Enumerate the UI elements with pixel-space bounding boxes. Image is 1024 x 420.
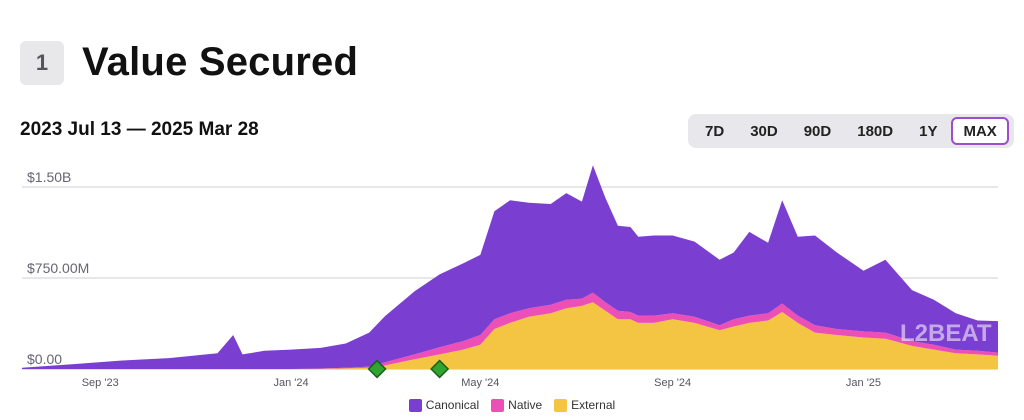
date-range-label: 2023 Jul 13 — 2025 Mar 28 (20, 119, 259, 140)
filter-max-button[interactable]: MAX (951, 117, 1009, 145)
watermark-layer: L2BEAT (900, 320, 992, 347)
l2beat-watermark: L2BEAT (900, 320, 992, 347)
x-tick-label-1: Jan '24 (273, 377, 308, 389)
area-external (22, 302, 998, 369)
legend-label-external: External (571, 398, 616, 412)
legend-swatch-native (491, 398, 505, 412)
legend-item-external[interactable]: External (554, 398, 615, 412)
legend-swatch-canonical (408, 398, 422, 412)
filter-180d-button[interactable]: 180D (857, 122, 894, 140)
legend-item-native[interactable]: Native (491, 398, 542, 412)
filter-90d-button[interactable]: 90D (803, 122, 832, 140)
filter-30d-button[interactable]: 30D (750, 122, 778, 140)
milestone-marker-0 (367, 359, 387, 379)
x-tick-label-0: Sep '23 (82, 377, 119, 389)
chart-legend: Canonical Native External (0, 398, 1024, 412)
y-tick-label-0: $0.00 (27, 351, 62, 367)
x-tick-label-2: May '24 (461, 377, 499, 389)
section-header: 1 Value Secured (20, 40, 358, 85)
legend-label-canonical: Canonical (425, 398, 480, 412)
page-title: Value Secured (82, 40, 359, 84)
legend-swatch-external (554, 398, 568, 412)
legend-label-native: Native (508, 398, 543, 412)
milestone-marker-1 (430, 359, 450, 379)
area-layer (22, 165, 998, 369)
x-tick-label-4: Jan '25 (846, 377, 881, 389)
legend-item-canonical[interactable]: Canonical (408, 398, 480, 412)
x-tick-label-3: Sep '24 (654, 377, 691, 389)
y-tick-label-1: $750.00M (27, 260, 89, 276)
section-number-badge: 1 (20, 40, 64, 85)
y-tick-label-2: $1.50B (27, 169, 71, 185)
milestone-markers (367, 359, 450, 379)
x-tick-labels: Sep '23 Jan '24 May '24 Sep '24 Jan '25 (82, 377, 881, 389)
y-tick-labels: $0.00 $750.00M $1.50B (27, 169, 89, 367)
filter-1y-button[interactable]: 1Y (919, 122, 938, 140)
value-secured-chart: L2BEAT $0.00 $750.00M $1.50B Sep '23 Jan '2… (22, 165, 998, 389)
time-range-filter: 7D 30D 90D 180D 1Y MAX (688, 114, 1014, 148)
filter-7d-button[interactable]: 7D (705, 122, 725, 140)
area-canonical (22, 165, 998, 369)
